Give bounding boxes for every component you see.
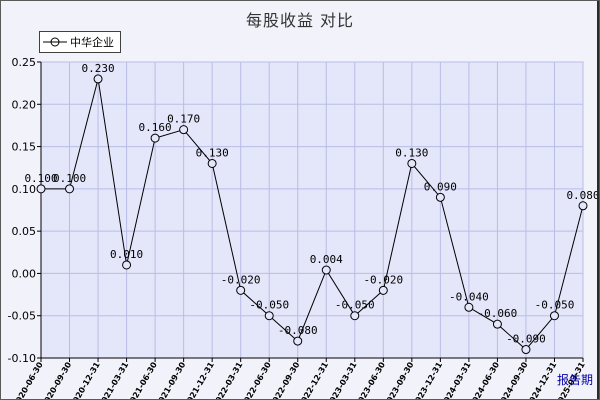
- y-tick-label: 0.20: [12, 98, 37, 111]
- data-point: [378, 285, 388, 295]
- data-point: [435, 192, 445, 202]
- data-point: [350, 311, 360, 321]
- x-tick-label: 2020-06-30: [11, 360, 45, 399]
- circle-marker-icon: [43, 37, 67, 47]
- data-label: -0.050: [335, 299, 375, 312]
- data-label: -0.040: [449, 290, 489, 303]
- legend[interactable]: 中华企业: [39, 31, 121, 53]
- legend-label: 中华企业: [70, 36, 114, 49]
- data-label: -0.050: [249, 299, 289, 312]
- data-label: -0.090: [506, 333, 546, 346]
- data-point: [150, 133, 160, 143]
- x-tick-label: 2023-12-31: [411, 360, 445, 399]
- y-tick-label: 0.25: [12, 56, 37, 69]
- data-label: 0.080: [566, 189, 599, 202]
- x-tick-label: 2021-09-30: [154, 360, 188, 399]
- y-tick-label: -0.05: [8, 310, 36, 323]
- chart-title: 每股收益 对比: [245, 11, 355, 30]
- data-point: [122, 260, 132, 270]
- data-point: [407, 158, 417, 168]
- x-tick-label: 2022-06-30: [240, 360, 274, 399]
- series-line: [36, 74, 588, 355]
- data-point: [521, 345, 531, 355]
- y-tick-label: -0.10: [8, 352, 36, 365]
- data-point: [578, 201, 588, 211]
- data-point: [36, 184, 46, 194]
- data-point: [179, 125, 189, 135]
- x-tick-label: 2021-12-31: [183, 360, 217, 399]
- x-tick-label: 2023-06-30: [354, 360, 388, 399]
- data-label: 0.160: [139, 121, 172, 134]
- x-tick-label: 2020-09-30: [40, 360, 74, 399]
- y-axis-ticks: -0.10 -0.05 0.00 0.05 0.10 0.15 0.20 0.25: [8, 56, 36, 365]
- y-tick-label: 0.00: [12, 267, 37, 280]
- y-tick-label: 0.15: [12, 141, 37, 154]
- data-label: 0.130: [196, 146, 229, 159]
- data-label: 0.130: [395, 146, 428, 159]
- series-polyline: [41, 78, 584, 351]
- x-tick-label: 2022-03-31: [211, 360, 245, 399]
- y-tick-label: 0.05: [12, 225, 37, 238]
- data-point: [492, 319, 502, 329]
- x-tick-label: 2024-09-30: [496, 360, 530, 399]
- x-tick-label: 2023-09-30: [382, 360, 416, 399]
- x-tick-label: 2022-09-30: [268, 360, 302, 399]
- data-point: [207, 158, 217, 168]
- data-point: [293, 336, 303, 346]
- data-label: -0.060: [478, 307, 518, 320]
- data-label: 0.170: [167, 113, 200, 126]
- data-label: -0.080: [278, 324, 318, 337]
- x-axis-ticks: 2020-06-302020-09-302020-12-312021-03-31…: [11, 360, 587, 399]
- x-tick-label: 2021-03-31: [97, 360, 131, 399]
- data-label: 0.004: [310, 253, 343, 266]
- grid-lines: [40, 61, 584, 359]
- data-label: 0.100: [24, 172, 57, 185]
- data-label: 0.010: [110, 248, 143, 261]
- data-label: -0.020: [363, 273, 403, 286]
- y-tick-label: 0.10: [12, 183, 37, 196]
- x-tick-label: 2024-06-30: [468, 360, 502, 399]
- x-tick-label: 2024-03-31: [439, 360, 473, 399]
- x-tick-label: 2021-06-30: [125, 360, 159, 399]
- data-point: [264, 311, 274, 321]
- x-tick-label: 2023-03-31: [325, 360, 359, 399]
- x-tick-label: 2024-12-31: [525, 360, 559, 399]
- data-point: [464, 302, 474, 312]
- x-tick-label: 2022-12-31: [297, 360, 331, 399]
- data-label: 0.100: [53, 172, 86, 185]
- x-axis-title: 报告期: [557, 373, 594, 387]
- data-point: [65, 184, 75, 194]
- data-label: -0.050: [535, 299, 575, 312]
- data-label: 0.090: [424, 180, 457, 193]
- data-point: [236, 285, 246, 295]
- data-point: [549, 311, 559, 321]
- data-label: 0.230: [81, 62, 114, 75]
- data-point: [93, 74, 103, 84]
- data-point: [321, 265, 331, 275]
- data-label: -0.020: [221, 273, 261, 286]
- x-tick-label: 2020-12-31: [68, 360, 102, 399]
